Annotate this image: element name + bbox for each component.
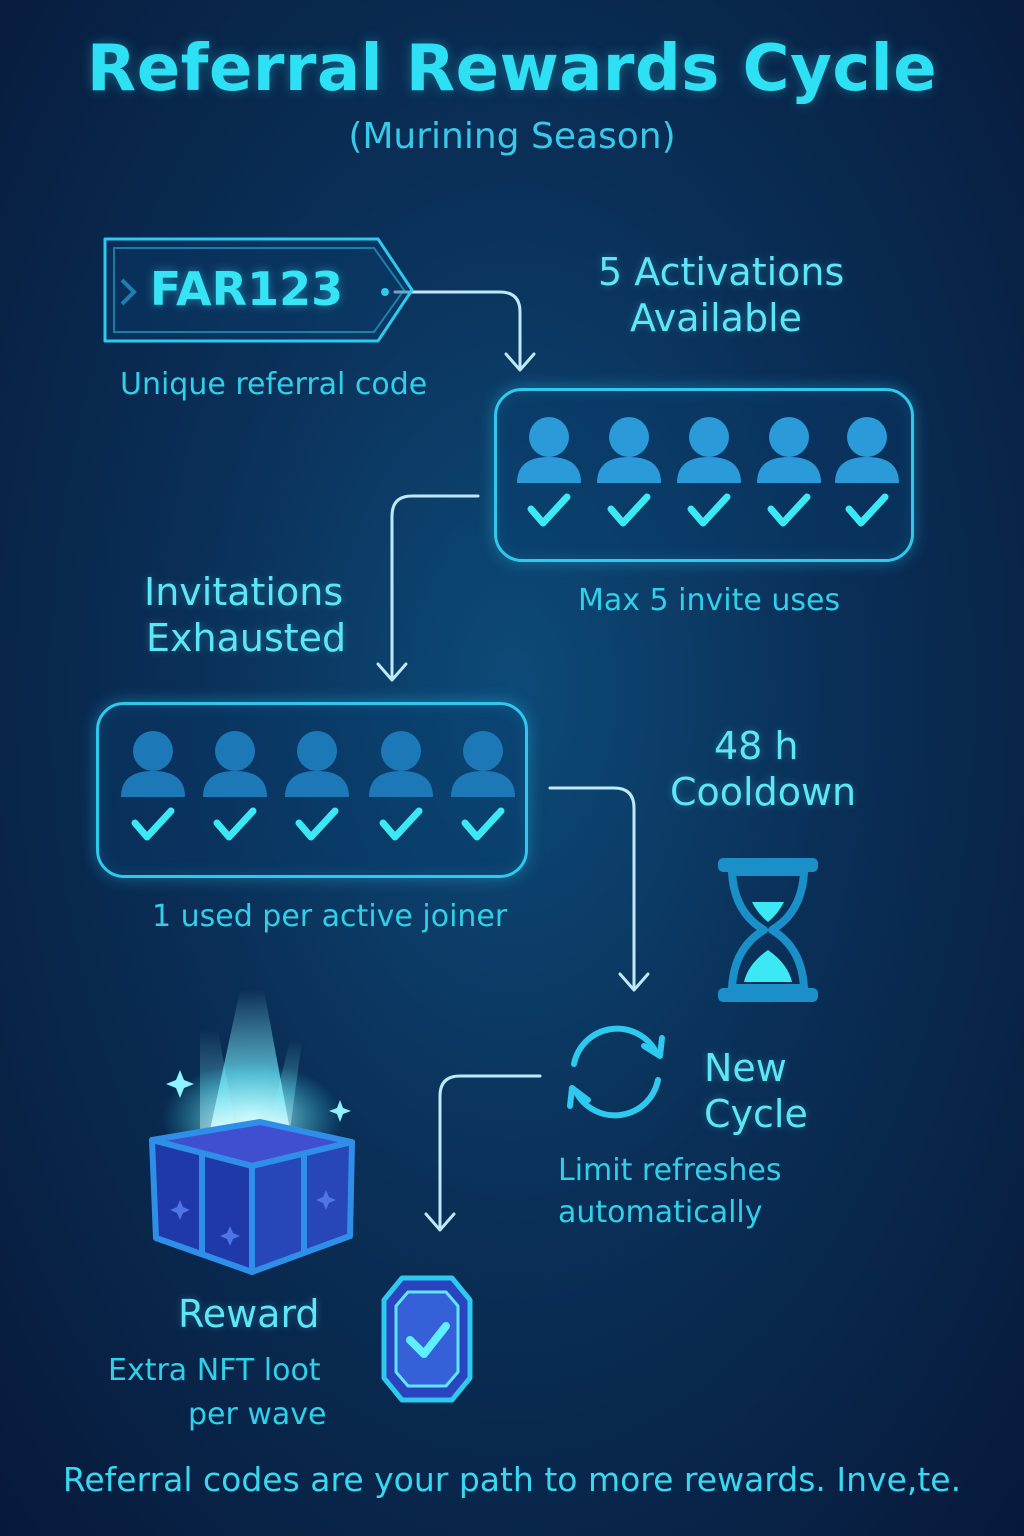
reward-caption-line2: per wave [188, 1397, 327, 1432]
user-icon [597, 417, 661, 527]
activation-slot [669, 413, 749, 543]
exhausted-heading-line2: Exhausted [146, 616, 347, 660]
refresh-cycle-icon [567, 1025, 665, 1119]
user-icon [517, 417, 581, 527]
hourglass-icon [718, 858, 818, 1002]
referral-tag-icon [103, 237, 414, 343]
exhausted-caption: 1 used per active joiner [152, 899, 508, 934]
check-icon [213, 807, 257, 841]
check-icon [687, 493, 731, 527]
check-icon [461, 807, 505, 841]
activation-slot [827, 413, 907, 543]
activations-panel [494, 388, 914, 562]
activations-heading-line2: Available [630, 296, 803, 340]
check-icon [295, 807, 339, 841]
user-icon [757, 417, 821, 527]
activations-caption: Max 5 invite uses [578, 583, 841, 618]
activations-heading-line1: 5 Activations [598, 250, 845, 294]
cooldown-heading-line1: 48 h [714, 724, 799, 768]
exhausted-slot [113, 727, 193, 857]
exhausted-slot [277, 727, 357, 857]
check-icon [607, 493, 651, 527]
exhausted-slot [195, 727, 275, 857]
arrow-activations-to-exhausted [390, 494, 480, 680]
user-icon [451, 731, 515, 841]
reward-heading: Reward [178, 1292, 320, 1336]
page-subtitle: (Murining Season) [348, 116, 676, 157]
activation-slot [749, 413, 829, 543]
user-icon [121, 731, 185, 841]
activation-slot [509, 413, 589, 543]
footer-tagline: Referral codes are your path to more rew… [62, 1460, 962, 1499]
exhausted-slot [443, 727, 523, 857]
cooldown-heading-line2: Cooldown [670, 770, 857, 814]
activation-slot [589, 413, 669, 543]
user-icon [369, 731, 433, 841]
check-icon [767, 493, 811, 527]
check-icon [845, 493, 889, 527]
reward-caption-line1: Extra NFT loot [108, 1353, 321, 1388]
referral-code[interactable]: FAR123 [149, 262, 344, 316]
treasure-chest-icon [149, 990, 355, 1275]
new-cycle-caption-line1: Limit refreshes [558, 1153, 782, 1188]
user-icon [677, 417, 741, 527]
new-cycle-heading-line2: Cycle [704, 1092, 808, 1136]
user-icon [835, 417, 899, 527]
check-icon [379, 807, 423, 841]
referral-code-caption: Unique referral code [120, 367, 428, 402]
page-title: Referral Rewards Cycle [86, 32, 938, 106]
check-icon [527, 493, 571, 527]
exhausted-slot [361, 727, 441, 857]
arrow-cycle-to-reward [438, 1074, 542, 1230]
exhausted-panel [96, 702, 528, 878]
check-icon [131, 807, 175, 841]
arrow-exhausted-to-cycle [548, 786, 636, 990]
exhausted-heading-line1: Invitations [144, 570, 344, 614]
arrow-code-to-activations [393, 290, 522, 370]
gem-check-icon [381, 1275, 473, 1403]
new-cycle-heading-line1: New [704, 1046, 787, 1090]
user-icon [203, 731, 267, 841]
new-cycle-caption-line2: automatically [558, 1195, 763, 1230]
user-icon [285, 731, 349, 841]
